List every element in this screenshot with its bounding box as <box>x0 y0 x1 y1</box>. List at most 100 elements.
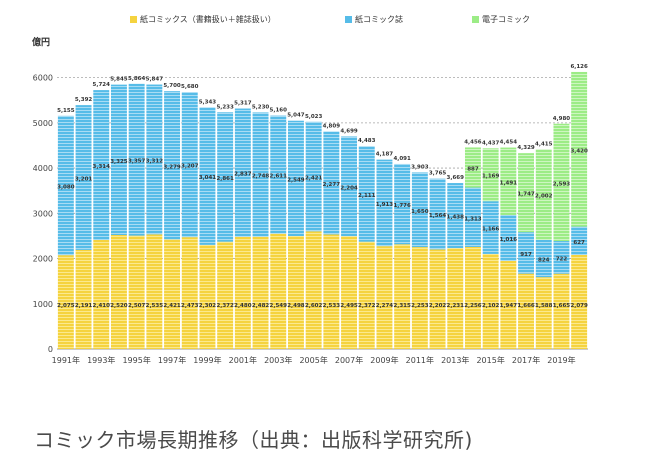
segment-label-paper_comics-1998: 2,473 <box>181 303 199 309</box>
segment-label-paper_comics-1991: 2,075 <box>57 303 75 309</box>
segment-label-paper_magazines-1991: 3,080 <box>57 184 75 190</box>
segment-label-paper_comics-2013: 2,231 <box>447 303 465 309</box>
bar-paper_magazines-2001 <box>234 108 251 237</box>
segment-label-paper_comics-2003: 2,549 <box>270 303 288 309</box>
bar-digital-2020 <box>571 71 588 227</box>
segment-label-paper_magazines-2010: 1,776 <box>393 203 411 209</box>
legend-swatch-paper_magazines <box>345 16 352 23</box>
bar-paper_magazines-2013 <box>447 183 464 249</box>
bar-paper_magazines-2010 <box>394 163 411 245</box>
bar-paper_magazines-1997 <box>164 91 181 240</box>
segment-label-paper_magazines-2017: 917 <box>520 252 532 258</box>
bar-paper_comics-2020 <box>571 254 588 349</box>
bar-paper_magazines-1994 <box>110 84 127 236</box>
segment-label-paper_magazines-2005: 2,421 <box>305 176 323 182</box>
segment-label-paper_magazines-2011: 1,650 <box>411 209 429 215</box>
x-tick-2001: 2001年 <box>229 355 257 365</box>
segment-label-paper_magazines-2001: 2,837 <box>234 172 252 178</box>
legend-label-paper_comics: 紙コミックス（書籍扱い＋雑誌扱い） <box>140 14 276 24</box>
y-axis-unit-label: 億円 <box>32 36 50 48</box>
x-tick-2009: 2009年 <box>370 355 398 365</box>
y-tick-3000: 3000 <box>33 209 53 218</box>
bar-paper_magazines-2005 <box>305 121 322 232</box>
bar-paper_comics-1991 <box>57 255 74 349</box>
bar-paper_comics-1995 <box>128 235 145 349</box>
bar-paper_magazines-2008 <box>358 146 375 242</box>
total-label-2006: 4,809 <box>323 123 341 129</box>
y-tick-0: 0 <box>48 345 53 354</box>
x-tick-2015: 2015年 <box>476 355 504 365</box>
total-label-2002: 5,230 <box>252 104 270 110</box>
legend-swatch-digital <box>472 16 479 23</box>
segment-label-paper_magazines-2002: 2,748 <box>252 174 270 180</box>
total-label-1997: 5,700 <box>163 83 181 89</box>
y-tick-5000: 5000 <box>33 119 53 128</box>
bar-paper_comics-1992 <box>75 249 92 349</box>
segment-label-paper_comics-1993: 2,410 <box>93 303 111 309</box>
segment-label-paper_comics-2000: 2,372 <box>216 303 234 309</box>
bar-paper_magazines-1995 <box>128 83 145 236</box>
segment-label-paper_comics-2006: 2,533 <box>323 303 341 309</box>
x-tick-2017: 2017年 <box>512 355 540 365</box>
y-tick-4000: 4000 <box>33 164 53 173</box>
bar-digital-2016 <box>500 147 517 215</box>
x-tick-2019: 2019年 <box>547 355 575 365</box>
segment-label-paper_magazines-1999: 3,041 <box>199 175 217 181</box>
segment-label-digital-2017: 1,747 <box>517 192 535 198</box>
segment-label-paper_magazines-2012: 1,564 <box>429 213 447 219</box>
x-tick-2005: 2005年 <box>299 355 327 365</box>
segment-label-digital-2014: 887 <box>467 167 479 173</box>
total-label-2012: 3,765 <box>429 171 447 177</box>
total-label-2010: 4,091 <box>393 156 411 162</box>
segment-label-paper_comics-2004: 2,498 <box>287 303 305 309</box>
bar-paper_comics-2011 <box>411 247 428 349</box>
segment-label-paper_magazines-2016: 1,016 <box>500 237 518 243</box>
segment-label-paper_magazines-1997: 3,279 <box>163 164 181 170</box>
segment-label-paper_comics-2014: 2,256 <box>464 303 482 309</box>
segment-label-paper_magazines-2009: 1,913 <box>376 202 394 208</box>
total-label-2009: 4,187 <box>376 152 394 158</box>
segment-label-paper_comics-2011: 2,253 <box>411 303 429 309</box>
x-tick-1991: 1991年 <box>52 355 80 365</box>
bar-paper_comics-2004 <box>287 236 304 349</box>
bar-paper_comics-2012 <box>429 249 446 349</box>
bar-paper_magazines-2014 <box>464 187 481 247</box>
bar-digital-2014 <box>464 147 481 188</box>
x-tick-1993: 1993年 <box>87 355 115 365</box>
segment-label-paper_magazines-1994: 3,325 <box>110 159 128 165</box>
total-label-1996: 5,847 <box>146 77 164 83</box>
bar-paper_magazines-1998 <box>181 92 198 238</box>
bar-paper_magazines-1991 <box>57 115 74 256</box>
bar-digital-2015 <box>482 148 499 202</box>
x-tick-2003: 2003年 <box>264 355 292 365</box>
x-tick-2011: 2011年 <box>406 355 434 365</box>
bar-paper_magazines-2012 <box>429 178 446 250</box>
x-tick-1995: 1995年 <box>122 355 150 365</box>
segment-label-paper_magazines-2000: 2,861 <box>216 176 234 182</box>
bar-paper_comics-2014 <box>464 246 481 349</box>
segment-label-paper_magazines-2003: 2,611 <box>270 174 288 180</box>
segment-label-digital-2015: 1,169 <box>482 174 500 180</box>
bar-paper_comics-2019 <box>553 273 570 349</box>
segment-label-paper_comics-2005: 2,602 <box>305 303 323 309</box>
total-label-2004: 5,047 <box>287 113 305 119</box>
segment-label-paper_comics-1995: 2,507 <box>128 303 146 309</box>
bar-paper_magazines-2004 <box>287 120 304 237</box>
bar-paper_magazines-2003 <box>270 115 287 234</box>
segment-label-paper_comics-2020: 2,079 <box>570 303 588 309</box>
total-label-1993: 5,724 <box>93 82 111 88</box>
segment-label-paper_magazines-1998: 3,207 <box>181 164 199 170</box>
segment-label-paper_magazines-2013: 1,438 <box>447 215 465 221</box>
bar-paper_magazines-1993 <box>93 90 110 240</box>
bar-paper_comics-1996 <box>146 234 163 349</box>
segment-label-digital-2019: 2,593 <box>553 181 571 187</box>
legend-label-digital: 電子コミック <box>482 15 530 24</box>
bar-paper_magazines-2002 <box>252 112 269 237</box>
segment-label-paper_magazines-1992: 3,201 <box>75 177 93 183</box>
total-label-2005: 5,023 <box>305 114 323 120</box>
bar-paper_magazines-2020 <box>571 226 588 255</box>
total-label-2017: 4,329 <box>517 145 535 151</box>
total-label-2019: 4,980 <box>553 116 571 122</box>
bar-paper_comics-1994 <box>110 235 127 349</box>
total-label-2008: 4,483 <box>358 138 376 144</box>
